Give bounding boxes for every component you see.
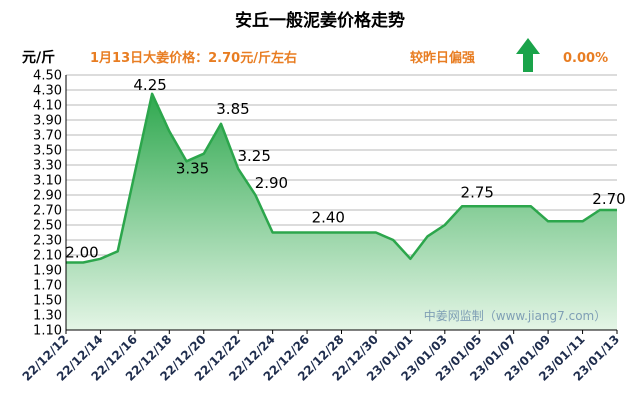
y-tick-label: 3.30: [33, 159, 62, 174]
y-tick-label: 3.50: [33, 144, 62, 159]
chart-title: 安丘一般泥姜价格走势: [235, 10, 405, 31]
y-tick-label: 2.90: [33, 189, 62, 204]
y-tick-label: 4.30: [33, 84, 62, 99]
y-tick-label: 2.70: [33, 204, 62, 219]
price-series-line: [66, 92, 617, 264]
y-tick-label: 3.10: [33, 174, 62, 189]
price-summary: 1月13日大姜价格：2.70元/斤左右: [90, 50, 297, 66]
trend-up-arrow-icon: [516, 38, 540, 72]
y-tick-label: 3.90: [33, 114, 62, 129]
x-axis-ticks: 22/12/1222/12/1422/12/1622/12/1822/12/20…: [20, 330, 622, 384]
y-tick-label: 1.10: [33, 324, 62, 339]
data-labels: 2.00 4.25 3.35 3.85 3.25 2.90 2.40 2.75 2.70: [65, 76, 625, 262]
data-label: 2.70: [592, 190, 625, 208]
data-label: 3.35: [176, 159, 209, 177]
data-label: 3.85: [216, 100, 249, 118]
data-label: 2.00: [65, 244, 98, 262]
y-tick-label: 2.10: [33, 249, 62, 264]
y-axis-unit: 元/斤: [22, 49, 55, 66]
data-label: 2.40: [312, 209, 345, 227]
y-tick-label: 2.50: [33, 219, 62, 234]
y-axis-ticks: 4.504.304.103.903.703.503.303.102.902.70…: [33, 69, 62, 339]
y-tick-label: 4.50: [33, 69, 62, 84]
data-label: 2.75: [461, 183, 494, 201]
y-tick-label: 1.50: [33, 294, 62, 309]
watermark: 中姜网监制（www.jiang7.com）: [424, 308, 606, 323]
y-tick-label: 3.70: [33, 129, 62, 144]
change-percent: 0.00%: [563, 51, 608, 66]
price-area-fill: [66, 93, 617, 330]
y-tick-label: 1.90: [33, 264, 62, 279]
data-label: 2.90: [255, 174, 288, 192]
y-tick-label: 1.30: [33, 309, 62, 324]
y-tick-label: 2.30: [33, 234, 62, 249]
y-tick-label: 1.70: [33, 279, 62, 294]
data-label: 4.25: [133, 76, 166, 94]
y-tick-label: 4.10: [33, 99, 62, 114]
data-label: 3.25: [237, 147, 270, 165]
compare-label: 较昨日偏强: [410, 50, 475, 66]
